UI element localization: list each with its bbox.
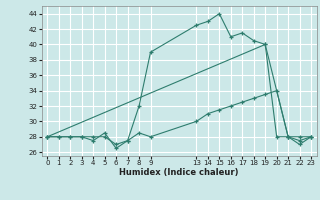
- X-axis label: Humidex (Indice chaleur): Humidex (Indice chaleur): [119, 168, 239, 177]
